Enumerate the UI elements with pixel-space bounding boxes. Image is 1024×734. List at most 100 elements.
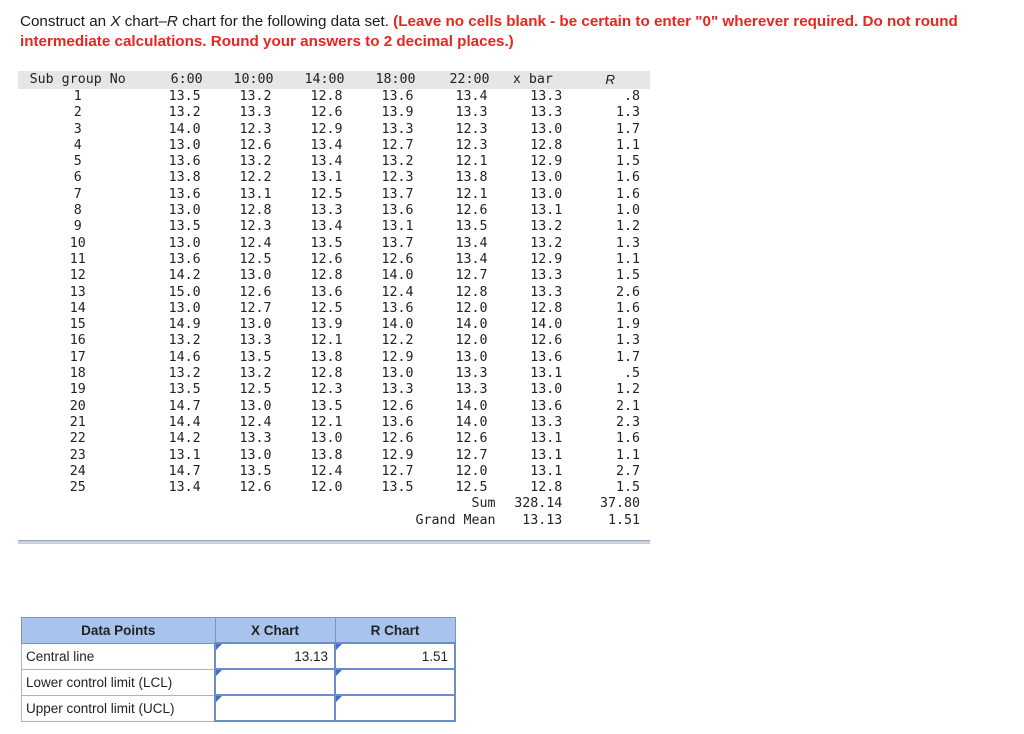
cell-subgroup: 7 xyxy=(73,186,82,202)
answer-row-lcl: Lower control limit (LCL) xyxy=(21,668,456,696)
cell-t-10-00: 13.2 xyxy=(239,89,272,104)
cell-t-10-00: 13.0 xyxy=(239,268,272,284)
cell-r: 1.5 xyxy=(615,480,640,496)
lcl-x-input[interactable] xyxy=(214,668,336,696)
cell-t-14-00: 13.6 xyxy=(310,284,343,300)
cell-t-10-00: 13.2 xyxy=(239,366,272,382)
ucl-x-input[interactable] xyxy=(214,694,336,722)
header-r: R xyxy=(570,71,650,89)
cell-t-18-00: 12.6 xyxy=(381,431,414,447)
cell-x-bar: 13.3 xyxy=(530,284,563,300)
table-row: 25 13.4 12.6 12.0 13.5 12.5 12.8 1.5 xyxy=(18,480,650,496)
table-row: 1 13.5 13.2 12.8 13.6 13.4 13.3 .8 xyxy=(18,89,650,105)
cell-t-14-00: 13.0 xyxy=(310,431,343,447)
cell-t-14-00: 12.5 xyxy=(310,186,343,202)
answer-header-x-chart: X Chart xyxy=(214,617,336,644)
cell-t-14-00: 13.1 xyxy=(310,170,343,186)
cell-t-22-00: 13.5 xyxy=(455,219,488,235)
cell-r: 2.6 xyxy=(615,284,640,300)
cell-r: 2.1 xyxy=(615,398,640,414)
cell-x-bar: 12.6 xyxy=(530,333,563,349)
cell-subgroup: 20 xyxy=(69,398,86,414)
cell-r: 1.7 xyxy=(615,121,640,137)
cell-r: 1.0 xyxy=(615,203,640,219)
cell-subgroup: 18 xyxy=(69,366,86,382)
cell-r: 1.6 xyxy=(615,300,640,316)
ucl-r-input[interactable] xyxy=(334,694,456,722)
cell-t-10-00: 12.4 xyxy=(239,414,272,430)
cell-t-18-00: 13.2 xyxy=(381,154,414,170)
cell-r: .5 xyxy=(623,366,640,382)
cell-t-22-00: 12.6 xyxy=(455,203,488,219)
cell-r: 1.6 xyxy=(615,431,640,447)
cell-subgroup: 11 xyxy=(69,251,86,267)
cell-t-18-00: 13.0 xyxy=(381,366,414,382)
cell-x-bar: 14.0 xyxy=(530,317,563,333)
cell-t-22-00: 12.3 xyxy=(455,121,488,137)
table-row: 5 13.6 13.2 13.4 13.2 12.1 12.9 1.5 xyxy=(18,154,650,170)
cell-r: 1.3 xyxy=(615,333,640,349)
cell-t-22-00: 14.0 xyxy=(455,317,488,333)
cell-t-14-00: 12.6 xyxy=(310,105,343,121)
central-line-r-input[interactable]: 1.51 xyxy=(334,642,456,670)
table-row: 8 13.0 12.8 13.3 13.6 12.6 13.1 1.0 xyxy=(18,203,650,219)
cell-t-14-00: 13.4 xyxy=(310,219,343,235)
cell-t-18-00: 14.0 xyxy=(381,268,414,284)
cell-subgroup: 8 xyxy=(73,203,82,219)
table-row: 12 14.2 13.0 12.8 14.0 12.7 13.3 1.5 xyxy=(18,268,650,284)
cell-t-18-00: 12.7 xyxy=(381,463,414,479)
cell-t-22-00: 13.0 xyxy=(455,349,488,365)
cell-t-6-00: 13.6 xyxy=(168,154,201,170)
header-10-00: 10:00 xyxy=(208,71,280,89)
cell-t-6-00: 13.5 xyxy=(168,382,201,398)
cell-r: 1.1 xyxy=(615,447,640,463)
cell-subgroup: 13 xyxy=(69,284,86,300)
cell-r: 1.1 xyxy=(615,251,640,267)
table-row: 11 13.6 12.5 12.6 12.6 13.4 12.9 1.1 xyxy=(18,252,650,268)
cell-x-bar: 13.0 xyxy=(530,382,563,398)
summary-r: 37.80 xyxy=(599,496,640,512)
cell-subgroup: 16 xyxy=(69,333,86,349)
cell-subgroup: 24 xyxy=(69,463,86,479)
cell-t-6-00: 14.9 xyxy=(168,317,201,333)
cell-x-bar: 12.9 xyxy=(530,154,563,170)
header-18-00: 18:00 xyxy=(350,71,422,89)
cell-t-18-00: 12.6 xyxy=(381,398,414,414)
cell-t-10-00: 13.0 xyxy=(239,398,272,414)
cell-x-bar: 13.1 xyxy=(530,366,563,382)
cell-t-10-00: 13.5 xyxy=(239,349,272,365)
cell-t-14-00: 13.5 xyxy=(310,398,343,414)
table-row: 19 13.5 12.5 12.3 13.3 13.3 13.0 1.2 xyxy=(18,382,650,398)
cell-t-22-00: 12.1 xyxy=(455,186,488,202)
cell-subgroup: 19 xyxy=(69,382,86,398)
cell-t-6-00: 13.0 xyxy=(168,235,201,251)
cell-t-6-00: 13.8 xyxy=(168,170,201,186)
cell-r: 1.6 xyxy=(615,170,640,186)
header-6-00: 6:00 xyxy=(137,71,209,89)
cell-t-6-00: 13.0 xyxy=(168,300,201,316)
table-row: 15 14.9 13.0 13.9 14.0 14.0 14.0 1.9 xyxy=(18,317,650,333)
cell-x-bar: 13.2 xyxy=(530,235,563,251)
data-body: 1 13.5 13.2 12.8 13.6 13.4 13.3.8 2 13.2 13.3 12.6… xyxy=(18,89,650,529)
answer-row-ucl: Upper control limit (UCL) xyxy=(21,694,456,722)
cell-t-10-00: 13.5 xyxy=(239,463,272,479)
cell-x-bar: 13.0 xyxy=(530,186,563,202)
table-row: 22 14.2 13.3 13.0 12.6 12.6 13.1 1.6 xyxy=(18,431,650,447)
table-row: 16 13.2 13.3 12.1 12.2 12.0 12.6 1.3 xyxy=(18,333,650,349)
cell-r: 1.6 xyxy=(615,186,640,202)
summary-row: Grand Mean 13.13 1.51 xyxy=(18,513,650,529)
cell-r: 1.9 xyxy=(615,317,640,333)
prompt-lead-3: chart for the following data set. xyxy=(177,13,394,30)
cell-t-18-00: 13.3 xyxy=(381,382,414,398)
cell-t-22-00: 14.0 xyxy=(455,398,488,414)
lcl-r-input[interactable] xyxy=(334,668,456,696)
cell-t-18-00: 13.6 xyxy=(381,414,414,430)
cell-t-14-00: 13.3 xyxy=(310,203,343,219)
answer-header-data-points: Data Points xyxy=(21,617,216,644)
cell-t-6-00: 13.6 xyxy=(168,251,201,267)
lcl-label: Lower control limit (LCL) xyxy=(21,668,216,696)
answer-row-central-line: Central line 13.13 1.51 xyxy=(21,642,456,670)
cell-t-18-00: 12.2 xyxy=(381,333,414,349)
central-line-x-input[interactable]: 13.13 xyxy=(214,642,336,670)
cell-t-10-00: 12.3 xyxy=(239,121,272,137)
